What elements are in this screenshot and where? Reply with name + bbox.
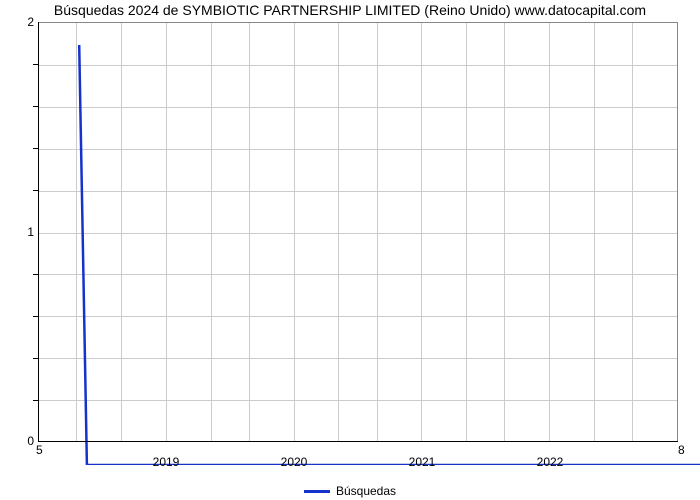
x-tick-label: 2019 [153,455,180,469]
y-axis-line [38,22,39,442]
y-minor-tick [33,190,38,191]
legend-swatch [304,490,330,493]
y-minor-tick [33,358,38,359]
y-tick-label: 0 [27,434,34,448]
y-minor-tick [33,274,38,275]
chart-title: Búsquedas 2024 de SYMBIOTIC PARTNERSHIP … [0,2,700,18]
x-axis-line [38,441,678,442]
y-tick-label: 2 [27,15,34,29]
corner-bottom-right: 8 [678,443,685,457]
legend-label: Búsquedas [336,484,396,498]
plot-area [38,22,678,442]
series-line [76,45,700,465]
y-minor-tick [33,400,38,401]
chart-container: Búsquedas 2024 de SYMBIOTIC PARTNERSHIP … [0,0,700,500]
y-minor-tick [33,148,38,149]
x-tick-label: 2022 [537,455,564,469]
corner-bottom-left: 5 [36,443,43,457]
x-tick-label: 2020 [281,455,308,469]
y-minor-tick [33,106,38,107]
y-minor-tick [33,316,38,317]
x-tick-label: 2021 [409,455,436,469]
y-minor-tick [33,64,38,65]
legend: Búsquedas [0,483,700,498]
y-tick-label: 1 [27,225,34,239]
